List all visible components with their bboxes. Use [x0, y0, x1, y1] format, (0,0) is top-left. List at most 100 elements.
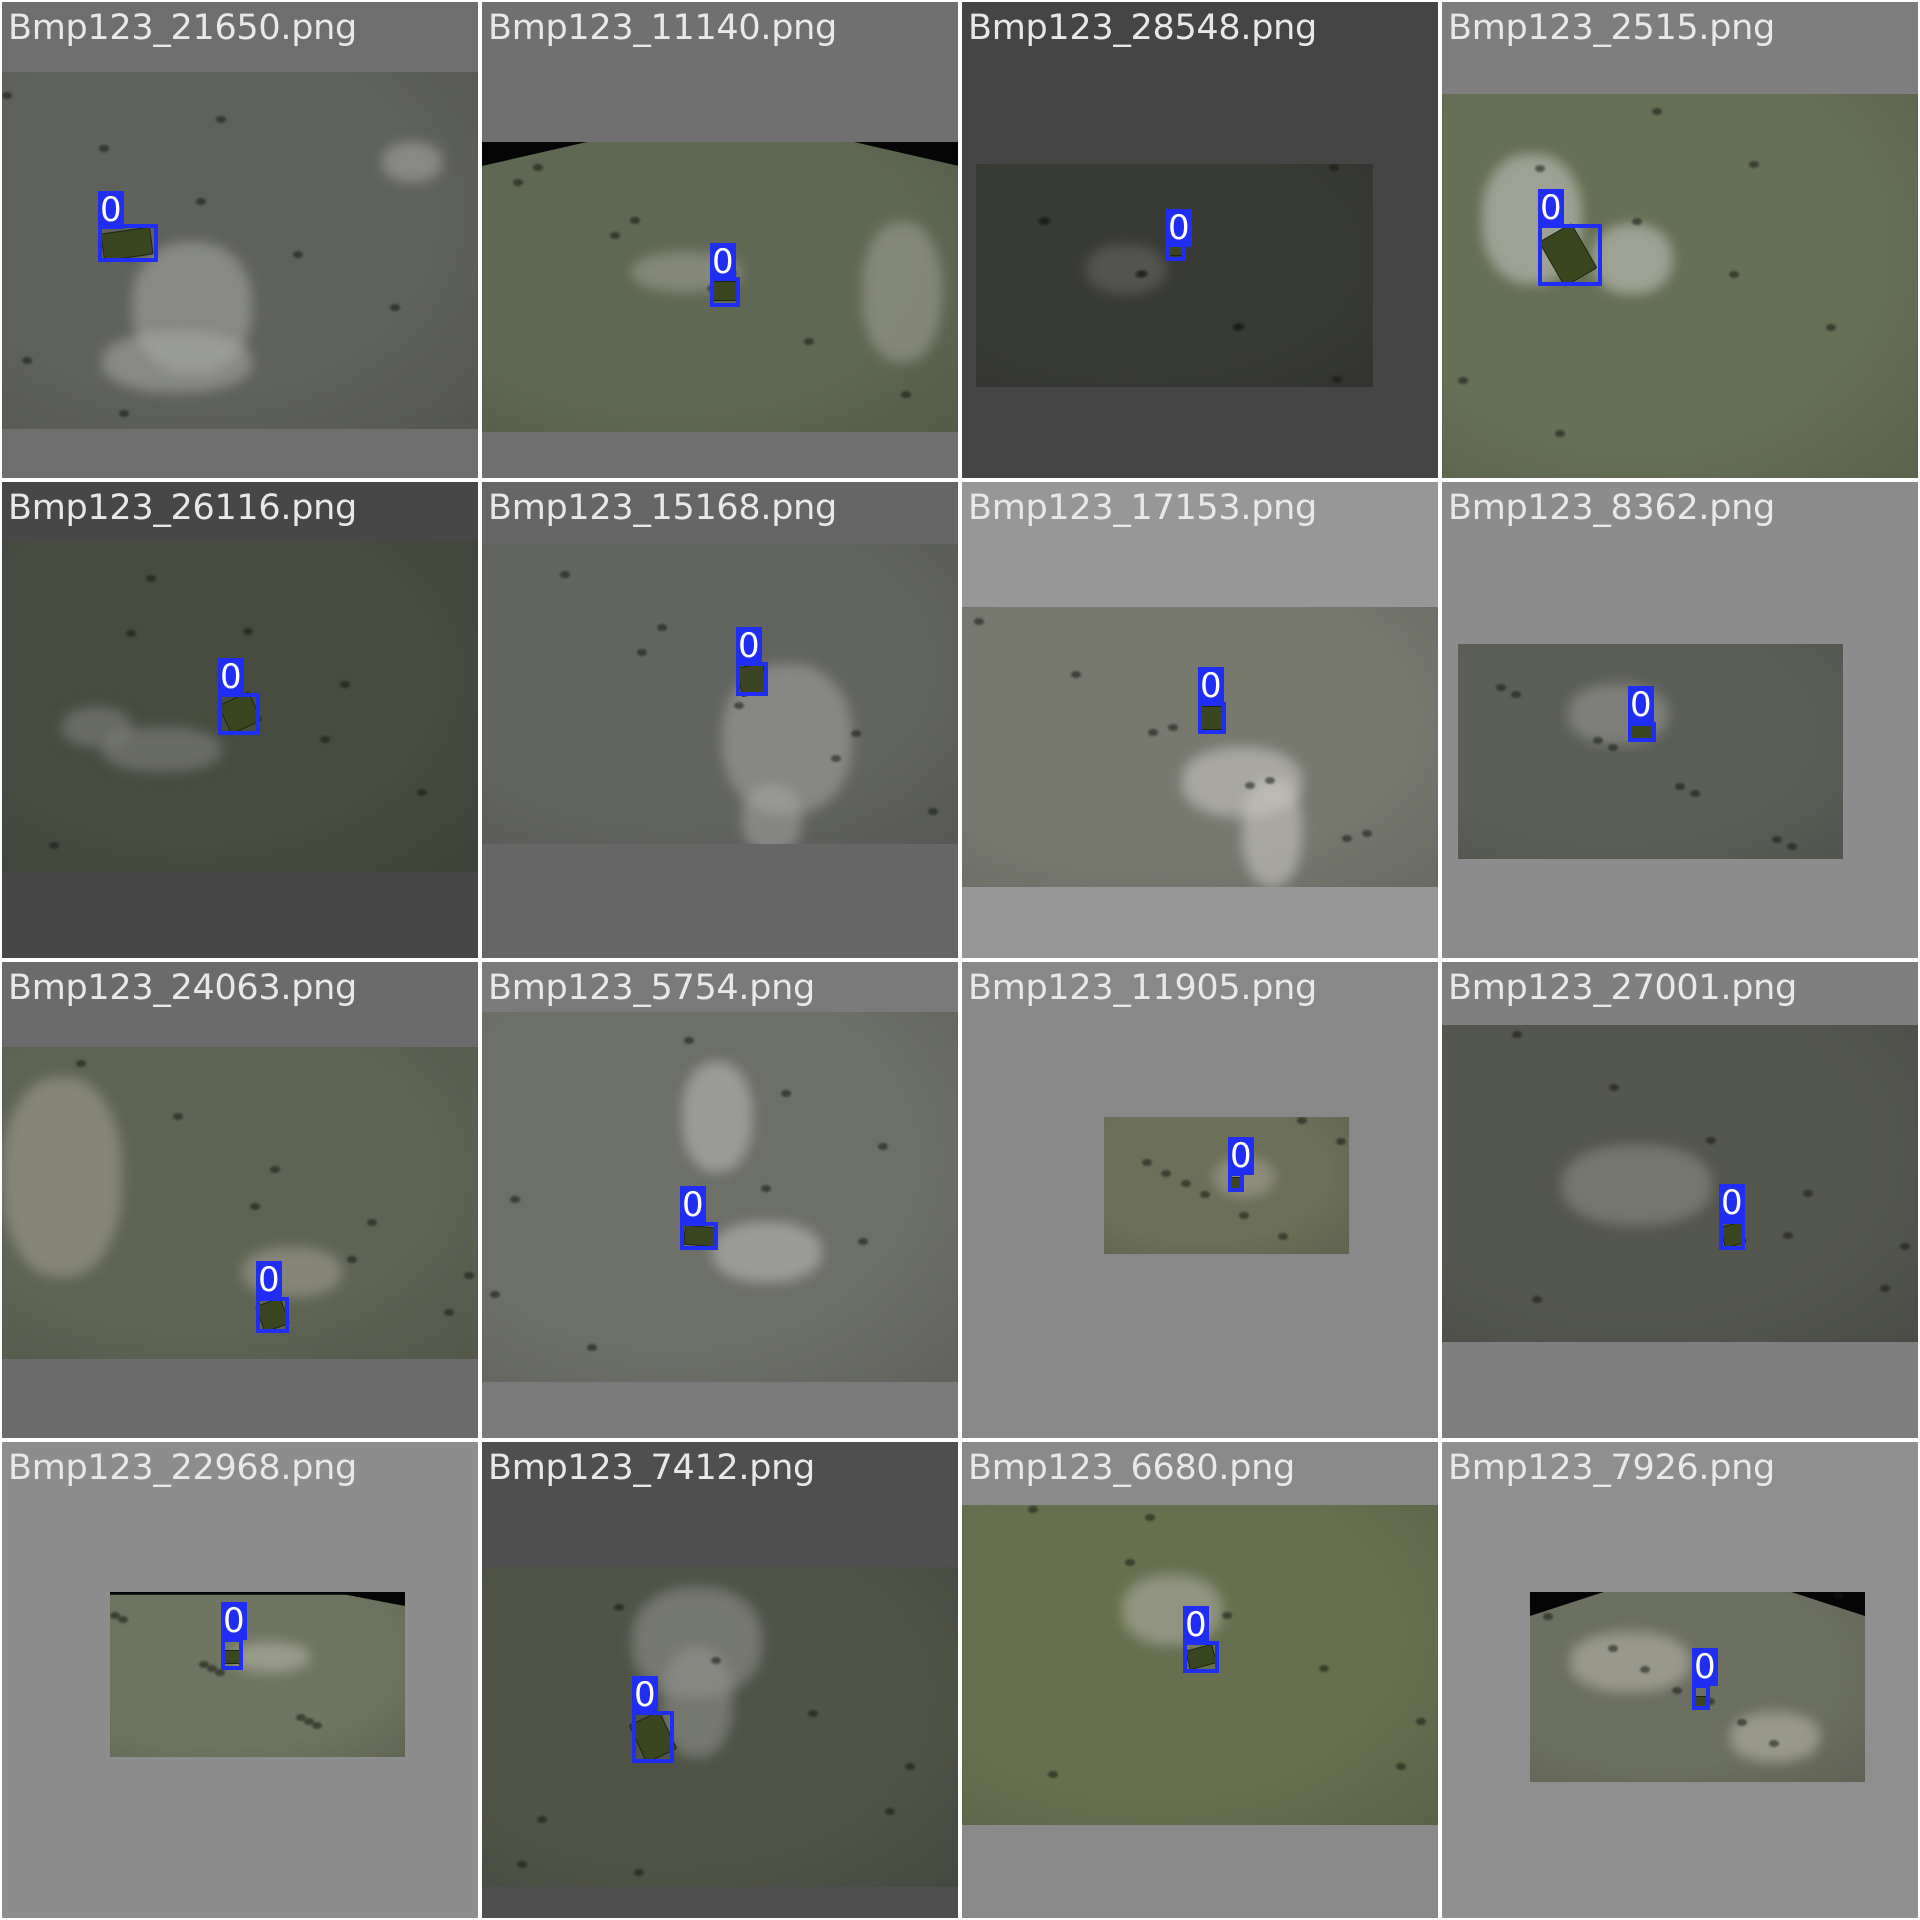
shrub: [444, 1309, 454, 1316]
shrub: [1609, 1084, 1619, 1091]
shrub: [1880, 1285, 1890, 1292]
shrub: [1028, 1506, 1038, 1513]
image-tile[interactable]: 0 Bmp123_24063.png: [2, 962, 478, 1438]
bounding-box[interactable]: [1628, 722, 1656, 742]
shrub: [199, 1661, 209, 1668]
bare-ground-patch: [742, 784, 802, 844]
image-tile[interactable]: 0 Bmp123_27001.png: [1442, 962, 1918, 1438]
bounding-box[interactable]: [218, 693, 260, 735]
bare-ground-patch: [2, 1077, 122, 1277]
bounding-box[interactable]: [98, 224, 158, 262]
image-tile[interactable]: 0 Bmp123_6680.png: [962, 1442, 1438, 1918]
aerial-photo: 0: [962, 1505, 1438, 1825]
tile-filename: Bmp123_22968.png: [8, 1448, 357, 1488]
shrub: [610, 232, 620, 239]
shrub: [1145, 1514, 1155, 1521]
class-label: 0: [1692, 1647, 1718, 1687]
shrub: [1535, 165, 1545, 172]
shrub: [901, 391, 911, 398]
class-label: 0: [1198, 666, 1224, 706]
aerial-photo: 0: [2, 1047, 478, 1359]
aerial-photo: 0: [482, 544, 958, 844]
bounding-box[interactable]: [680, 1222, 718, 1250]
shrub: [1200, 1191, 1210, 1198]
image-tile[interactable]: 0 Bmp123_11905.png: [962, 962, 1438, 1438]
tile-filename: Bmp123_26116.png: [8, 488, 357, 528]
shrub: [1161, 1170, 1171, 1177]
shrub: [1041, 217, 1051, 224]
tile-filename: Bmp123_6680.png: [968, 1448, 1295, 1488]
image-tile[interactable]: 0 Bmp123_15168.png: [482, 482, 958, 958]
image-tile[interactable]: 0 Bmp123_26116.png: [2, 482, 478, 958]
shrub: [560, 571, 570, 578]
aerial-photo: 0: [1104, 1117, 1349, 1254]
image-tile[interactable]: 0 Bmp123_17153.png: [962, 482, 1438, 958]
shrub: [781, 1090, 791, 1097]
bounding-box[interactable]: [1692, 1684, 1710, 1710]
shrub: [885, 1808, 895, 1815]
image-tile[interactable]: 0 Bmp123_7926.png: [1442, 1442, 1918, 1918]
bare-ground-patch: [1242, 777, 1302, 887]
image-tile[interactable]: 0 Bmp123_22968.png: [2, 1442, 478, 1918]
image-tile[interactable]: 0 Bmp123_28548.png: [962, 2, 1438, 478]
bounding-box[interactable]: [221, 1638, 243, 1670]
aerial-photo: 0: [1442, 94, 1918, 478]
tile-filename: Bmp123_17153.png: [968, 488, 1317, 528]
class-label: 0: [1228, 1136, 1254, 1176]
class-label: 0: [1183, 1605, 1209, 1645]
bounding-box[interactable]: [632, 1711, 674, 1763]
bare-ground-patch: [1562, 1145, 1712, 1225]
shrub: [1362, 830, 1372, 837]
shrub: [1803, 1190, 1813, 1197]
shrub: [1319, 1665, 1329, 1672]
class-label: 0: [1628, 685, 1654, 725]
tile-filename: Bmp123_27001.png: [1448, 968, 1797, 1008]
class-label: 0: [1719, 1183, 1745, 1223]
image-tile[interactable]: 0 Bmp123_21650.png: [2, 2, 478, 478]
class-label: 0: [98, 190, 124, 230]
image-tile[interactable]: 0 Bmp123_2515.png: [1442, 2, 1918, 478]
shrub: [1706, 1137, 1716, 1144]
bare-ground-patch: [102, 332, 252, 392]
shrub: [858, 1238, 868, 1245]
shrub: [928, 808, 938, 815]
image-tile[interactable]: 0 Bmp123_11140.png: [482, 2, 958, 478]
image-tile[interactable]: 0 Bmp123_7412.png: [482, 1442, 958, 1918]
image-tile[interactable]: 0 Bmp123_5754.png: [482, 962, 958, 1438]
shrub: [1769, 1740, 1779, 1747]
shrub: [533, 164, 543, 171]
shrub: [464, 1272, 474, 1279]
bounding-box[interactable]: [256, 1297, 289, 1333]
shrub: [312, 1722, 322, 1729]
shrub: [118, 1616, 128, 1623]
bounding-box[interactable]: [1538, 224, 1602, 286]
image-tile[interactable]: 0 Bmp123_8362.png: [1442, 482, 1918, 958]
shrub: [1834, 1592, 1844, 1599]
shrub: [1652, 108, 1662, 115]
shrub: [110, 1612, 120, 1619]
bounding-box[interactable]: [736, 662, 768, 696]
shrub: [270, 1166, 280, 1173]
shrub: [320, 736, 330, 743]
bounding-box[interactable]: [1183, 1641, 1219, 1673]
shrub: [634, 1869, 644, 1876]
shrub: [513, 179, 523, 186]
shrub: [1783, 1232, 1793, 1239]
tile-filename: Bmp123_11905.png: [968, 968, 1317, 1008]
shrub: [1512, 1031, 1522, 1038]
aerial-photo: 0: [976, 164, 1373, 387]
aerial-photo: 0: [2, 72, 478, 429]
bounding-box[interactable]: [1719, 1220, 1745, 1250]
shrub: [347, 1256, 357, 1263]
shrub: [1729, 271, 1739, 278]
class-label: 0: [736, 626, 762, 666]
shrub: [49, 842, 59, 849]
class-label: 0: [218, 657, 244, 697]
shrub: [734, 702, 744, 709]
tile-filename: Bmp123_21650.png: [8, 8, 357, 48]
bounding-box[interactable]: [1198, 702, 1226, 734]
shrub: [1181, 1180, 1191, 1187]
shrub: [1749, 161, 1759, 168]
shrub: [1640, 1666, 1650, 1673]
